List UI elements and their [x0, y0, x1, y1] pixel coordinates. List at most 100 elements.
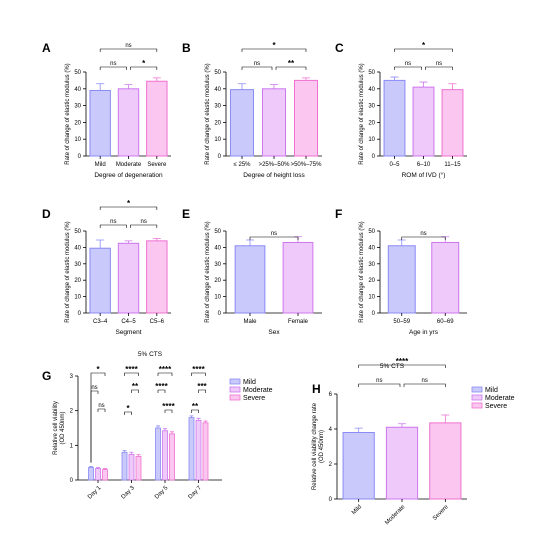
y-tick-label: 0	[329, 497, 333, 503]
significance-label: ns	[420, 231, 426, 237]
chart-title: 5% CTS	[380, 363, 405, 370]
y-tick-label: 50	[368, 70, 375, 76]
bar	[89, 89, 111, 157]
y-tick-label: 30	[74, 104, 81, 110]
y-tick-label: 10	[368, 295, 375, 301]
error-bar	[156, 425, 160, 428]
y-tick-label: 20	[74, 120, 81, 126]
panel-letter: B	[182, 41, 191, 55]
bar	[385, 426, 419, 500]
y-axis-title: Rate of change of elastic modulus (%)	[65, 63, 71, 164]
panel-letter: H	[312, 382, 321, 396]
error-bar	[122, 450, 127, 453]
significance-label: *	[126, 404, 130, 413]
significance-label: ns	[110, 219, 116, 225]
bar	[195, 419, 202, 481]
bar	[412, 86, 435, 157]
y-tick-label: 2	[70, 409, 74, 415]
bar	[229, 89, 255, 157]
y-tick-label: 20	[368, 120, 375, 126]
y-tick-label: 0	[78, 311, 82, 317]
y-tick-label: 0	[218, 311, 222, 317]
y-tick-label: 30	[74, 262, 81, 268]
bar	[387, 245, 416, 314]
panel-g: G 0 1 2 3 Relative cell viability(OD 450nm) 5%…	[42, 351, 273, 501]
bar	[135, 456, 142, 481]
chart-title: 5% CTS	[138, 351, 163, 358]
bar	[234, 245, 266, 314]
x-tick-label: C4–5	[121, 319, 136, 325]
y-tick-label: 0	[372, 154, 376, 160]
y-tick-label: 50	[74, 229, 81, 235]
y-tick-label: 10	[214, 295, 221, 301]
legend-label: Moderate	[243, 387, 273, 394]
y-tick-label: 30	[214, 262, 221, 268]
y-tick-label: 20	[214, 120, 221, 126]
bar	[431, 241, 460, 314]
x-axis-title: Sex	[268, 329, 280, 336]
error-bar	[163, 428, 167, 431]
x-axis-title: Age in yrs	[409, 329, 439, 336]
y-axis-title: Rate of change of elastic modulus (%)	[65, 221, 71, 322]
significance-bracket	[124, 372, 139, 376]
bar	[261, 88, 287, 157]
significance-bracket	[425, 66, 453, 70]
y-tick-label: 50	[368, 229, 375, 235]
y-tick-label: 40	[368, 87, 375, 93]
error-bar	[203, 420, 208, 423]
y-axis-title-line: Relative cell viability	[53, 401, 59, 455]
significance-bracket	[99, 66, 127, 70]
bar	[188, 417, 195, 481]
x-tick-label: 50–59	[393, 319, 410, 325]
y-tick-label: 20	[74, 278, 81, 284]
x-tick-label: Moderate	[116, 162, 142, 168]
x-tick-label: 60–69	[437, 319, 454, 325]
x-tick-label: >50%–75%	[291, 162, 323, 168]
bar	[155, 427, 161, 481]
panel-letter: C	[335, 41, 344, 55]
significance-label: *	[96, 365, 100, 374]
error-bar	[124, 240, 133, 244]
x-tick-label: Day 7	[188, 485, 204, 501]
significance-label: **	[132, 382, 139, 391]
y-tick-label: 0	[70, 478, 74, 484]
error-bar	[270, 84, 278, 89]
y-tick-label: 50	[214, 70, 221, 76]
significance-bracket	[130, 224, 158, 228]
error-bar	[196, 417, 201, 421]
bar	[128, 453, 135, 481]
y-tick-label: 40	[74, 87, 81, 93]
panel-h: H 0 2 4 6 Relative cell viability change rate…	[312, 357, 515, 526]
bar	[282, 241, 314, 314]
significance-bracket	[90, 390, 99, 394]
y-axis-title-line: (OD 450nm)	[319, 430, 325, 463]
x-tick-label: 6–10	[417, 162, 431, 168]
error-bar	[302, 77, 310, 81]
error-bar	[441, 414, 450, 423]
significance-bracket	[198, 389, 206, 393]
bar	[102, 469, 108, 481]
significance-bracket	[358, 364, 446, 368]
legend-swatch	[471, 386, 483, 393]
significance-label: ns	[110, 61, 116, 67]
error-bar	[448, 83, 457, 90]
bar	[429, 422, 462, 500]
significance-label: *	[272, 41, 276, 50]
x-axis-title: Degree of height loss	[243, 172, 305, 179]
x-tick-label: Severe	[147, 162, 167, 168]
legend-label: Mild	[243, 379, 256, 386]
significance-bracket	[394, 66, 422, 70]
legend-label: Severe	[243, 395, 265, 402]
y-tick-label: 40	[214, 245, 221, 251]
bar	[293, 79, 319, 157]
significance-bracket	[401, 236, 446, 240]
significance-bracket	[90, 372, 106, 376]
y-tick-label: 2	[329, 462, 333, 468]
error-bar	[419, 81, 428, 88]
y-axis-title: Relative cell viability change rate(OD 4…	[312, 402, 325, 490]
error-bar	[96, 239, 105, 249]
significance-bracket	[394, 48, 453, 52]
significance-bracket	[249, 236, 299, 240]
x-tick-label: 0–5	[389, 162, 400, 168]
